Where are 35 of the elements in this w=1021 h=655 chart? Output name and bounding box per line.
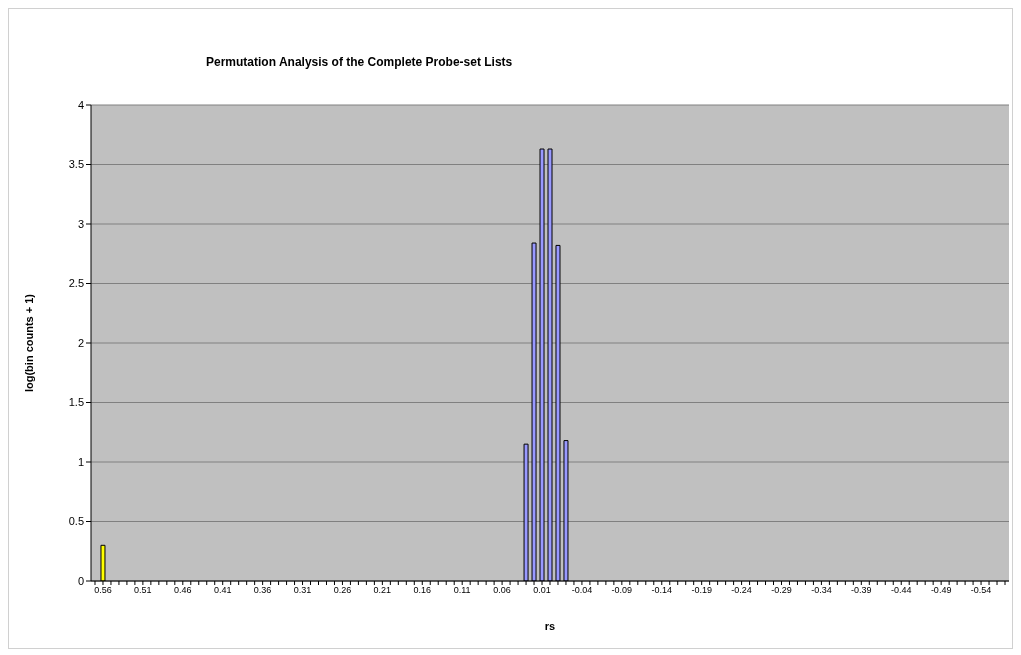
x-tick-label: -0.34 <box>811 585 832 596</box>
y-tick-label: 4 <box>77 98 84 111</box>
x-tick-label: 0.41 <box>213 585 232 596</box>
x-tick-label: 0.16 <box>413 585 432 596</box>
x-tick-label: 0.26 <box>333 585 352 596</box>
x-tick-label: -0.19 <box>691 585 712 596</box>
x-tick-label: 0.36 <box>253 585 272 596</box>
x-tick-label: -0.04 <box>571 585 593 596</box>
chart-title: Permutation Analysis of the Complete Probe-set Lists <box>206 55 513 69</box>
x-tick-label: -0.54 <box>970 585 992 596</box>
x-tick-label: 0.01 <box>533 585 551 596</box>
y-axis-title: log(bin counts + 1) <box>22 293 35 393</box>
x-tick-label: 0.31 <box>293 585 312 596</box>
x-tick-label: 0.11 <box>453 585 471 596</box>
x-tick-label: -0.49 <box>930 585 952 596</box>
x-tick-label: -0.44 <box>890 585 912 596</box>
x-tick-label: -0.24 <box>731 585 752 596</box>
y-tick-label: 3.5 <box>68 158 84 171</box>
x-tick-label: -0.29 <box>771 585 792 596</box>
x-tick-label: 0.51 <box>134 585 152 596</box>
y-tick-label: 1.5 <box>68 396 84 409</box>
x-axis-title: rs <box>544 620 556 632</box>
x-tick-label: 0.56 <box>94 585 112 596</box>
y-tick-label: 0.5 <box>68 515 84 528</box>
x-tick-label: -0.09 <box>611 585 633 596</box>
x-tick-label: 0.21 <box>373 585 392 596</box>
y-tick-label: 0 <box>77 574 84 587</box>
y-tick-label: 3 <box>77 217 84 230</box>
x-tick-label: -0.39 <box>851 585 872 596</box>
y-tick-label: 1 <box>77 455 84 468</box>
x-tick-label: -0.14 <box>651 585 673 596</box>
y-tick-label: 2 <box>77 336 84 349</box>
x-tick-label: 0.46 <box>174 585 192 596</box>
x-tick-label: 0.06 <box>493 585 511 596</box>
y-tick-label: 2.5 <box>68 277 84 290</box>
